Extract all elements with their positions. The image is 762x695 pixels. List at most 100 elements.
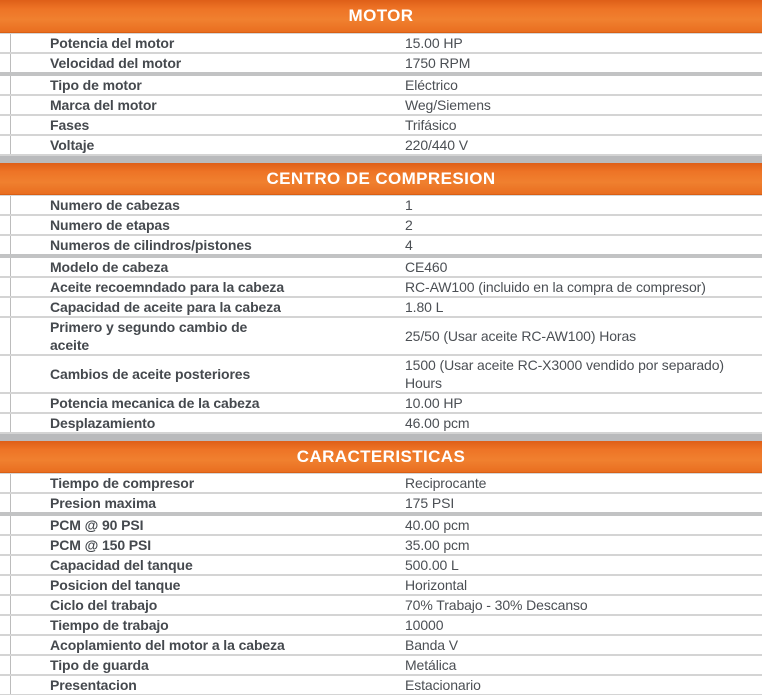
- row-left-gutter: [0, 298, 11, 316]
- spec-label: Potencia del motor: [50, 35, 175, 51]
- spec-label: Capacidad de aceite para la cabeza: [50, 299, 281, 315]
- section-rows-motor: Potencia del motor 15.00 HP Velocidad del …: [0, 33, 762, 156]
- spec-value: RC-AW100 (incluido en la compra de compr…: [405, 279, 706, 295]
- spec-value: 1: [405, 197, 413, 213]
- spec-value: 1500 (Usar aceite RC-X3000 vendido por s…: [405, 357, 724, 391]
- spec-row: Capacidad del tanque 500.00 L: [0, 556, 762, 576]
- row-left-gutter: [0, 676, 11, 694]
- spec-label: Acoplamiento del motor a la cabeza: [50, 637, 285, 653]
- spec-row: Potencia del motor 15.00 HP: [0, 34, 762, 54]
- spec-label: Tiempo de trabajo: [50, 617, 169, 633]
- spec-row: Numero de etapas 2: [0, 216, 762, 236]
- spec-value: 40.00 pcm: [405, 517, 470, 533]
- spec-row: Voltaje 220/440 V: [0, 136, 762, 156]
- spec-label: PCM @ 150 PSI: [50, 537, 152, 553]
- spec-label: Potencia mecanica de la cabeza: [50, 395, 260, 411]
- spec-row: Presentacion Estacionario: [0, 676, 762, 695]
- row-left-gutter: [0, 216, 11, 234]
- spec-label: Ciclo del trabajo: [50, 597, 158, 613]
- row-left-gutter: [0, 414, 11, 432]
- spec-row: Acoplamiento del motor a la cabeza Banda …: [0, 636, 762, 656]
- spec-row: Aceite recoemndado para la cabeza RC-AW10…: [0, 278, 762, 298]
- section-header-caracteristicas: CARACTERISTICAS: [0, 441, 762, 473]
- spec-row: Marca del motor Weg/Siemens: [0, 96, 762, 116]
- section-rows-caracteristicas: Tiempo de compresor Reciprocante Presion m…: [0, 473, 762, 695]
- section-separator-band: [0, 434, 762, 441]
- spec-value: Trifásico: [405, 117, 457, 133]
- spec-row: Potencia mecanica de la cabeza 10.00 HP: [0, 394, 762, 414]
- row-left-gutter: [0, 636, 11, 654]
- spec-value: Horizontal: [405, 577, 468, 593]
- spec-row: Capacidad de aceite para la cabeza 1.80 L: [0, 298, 762, 318]
- section-separator-band: [0, 156, 762, 163]
- spec-label: Numeros de cilindros/pistones: [50, 237, 252, 253]
- row-left-gutter: [0, 556, 11, 574]
- spec-row: Velocidad del motor 1750 RPM: [0, 54, 762, 76]
- spec-label: Voltaje: [50, 137, 95, 153]
- spec-label: Capacidad del tanque: [50, 557, 193, 573]
- row-left-gutter: [0, 356, 11, 392]
- spec-row: Numeros de cilindros/pistones 4: [0, 236, 762, 258]
- spec-label: Presion maxima: [50, 495, 156, 511]
- spec-label: Marca del motor: [50, 97, 157, 113]
- row-left-gutter: [0, 516, 11, 534]
- spec-value: 4: [405, 237, 413, 253]
- row-left-gutter: [0, 656, 11, 674]
- row-left-gutter: [0, 34, 11, 52]
- row-left-gutter: [0, 116, 11, 134]
- spec-value: 500.00 L: [405, 557, 459, 573]
- spec-label: PCM @ 90 PSI: [50, 517, 144, 533]
- section-rows-centro-de-compresion: Numero de cabezas 1 Numero de etapas 2 Numer…: [0, 195, 762, 434]
- row-left-gutter: [0, 236, 11, 254]
- spec-label: Tiempo de compresor: [50, 475, 195, 491]
- spec-value: 10000: [405, 617, 444, 633]
- spec-label: Posicion del tanque: [50, 577, 181, 593]
- row-left-gutter: [0, 494, 11, 512]
- spec-row: Ciclo del trabajo 70% Trabajo - 30% Desca…: [0, 596, 762, 616]
- row-left-gutter: [0, 54, 11, 72]
- spec-row: Presion maxima 175 PSI: [0, 494, 762, 516]
- row-left-gutter: [0, 596, 11, 614]
- spec-label: Tipo de motor: [50, 77, 142, 93]
- spec-label: Tipo de guarda: [50, 657, 149, 673]
- row-left-gutter: [0, 96, 11, 114]
- row-left-gutter: [0, 258, 11, 276]
- row-left-gutter: [0, 616, 11, 634]
- spec-value: 2: [405, 217, 413, 233]
- spec-value: Reciprocante: [405, 475, 487, 491]
- spec-label: Modelo de cabeza: [50, 259, 169, 275]
- spec-value: 1.80 L: [405, 299, 444, 315]
- section-header-motor: MOTOR: [0, 0, 762, 33]
- spec-value: Weg/Siemens: [405, 97, 491, 113]
- row-left-gutter: [0, 576, 11, 594]
- spec-value: Estacionario: [405, 677, 481, 693]
- spec-row: Numero de cabezas 1: [0, 196, 762, 216]
- spec-label: Primero y segundo cambio de aceite: [50, 319, 248, 353]
- spec-value: 25/50 (Usar aceite RC-AW100) Horas: [405, 328, 637, 344]
- spec-row: Tipo de motor Eléctrico: [0, 76, 762, 96]
- spec-value: 46.00 pcm: [405, 415, 470, 431]
- spec-label: Desplazamiento: [50, 415, 156, 431]
- spec-value: CE460: [405, 259, 448, 275]
- spec-row: Tiempo de compresor Reciprocante: [0, 474, 762, 494]
- spec-value: 35.00 pcm: [405, 537, 470, 553]
- spec-value: Banda V: [405, 637, 459, 653]
- row-left-gutter: [0, 196, 11, 214]
- spec-value: 15.00 HP: [405, 35, 463, 51]
- spec-label: Numero de etapas: [50, 217, 170, 233]
- spec-label: Presentacion: [50, 677, 137, 693]
- spec-row: PCM @ 150 PSI 35.00 pcm: [0, 536, 762, 556]
- spec-row: PCM @ 90 PSI 40.00 pcm: [0, 516, 762, 536]
- spec-value: Metálica: [405, 657, 457, 673]
- spec-label: Cambios de aceite posteriores: [50, 366, 251, 382]
- spec-label: Aceite recoemndado para la cabeza: [50, 279, 285, 295]
- spec-label: Fases: [50, 117, 90, 133]
- spec-value: 1750 RPM: [405, 55, 471, 71]
- spec-row: Tipo de guarda Metálica: [0, 656, 762, 676]
- spec-value: 70% Trabajo - 30% Descanso: [405, 597, 588, 613]
- row-left-gutter: [0, 318, 11, 354]
- row-left-gutter: [0, 136, 11, 154]
- spec-row: Fases Trifásico: [0, 116, 762, 136]
